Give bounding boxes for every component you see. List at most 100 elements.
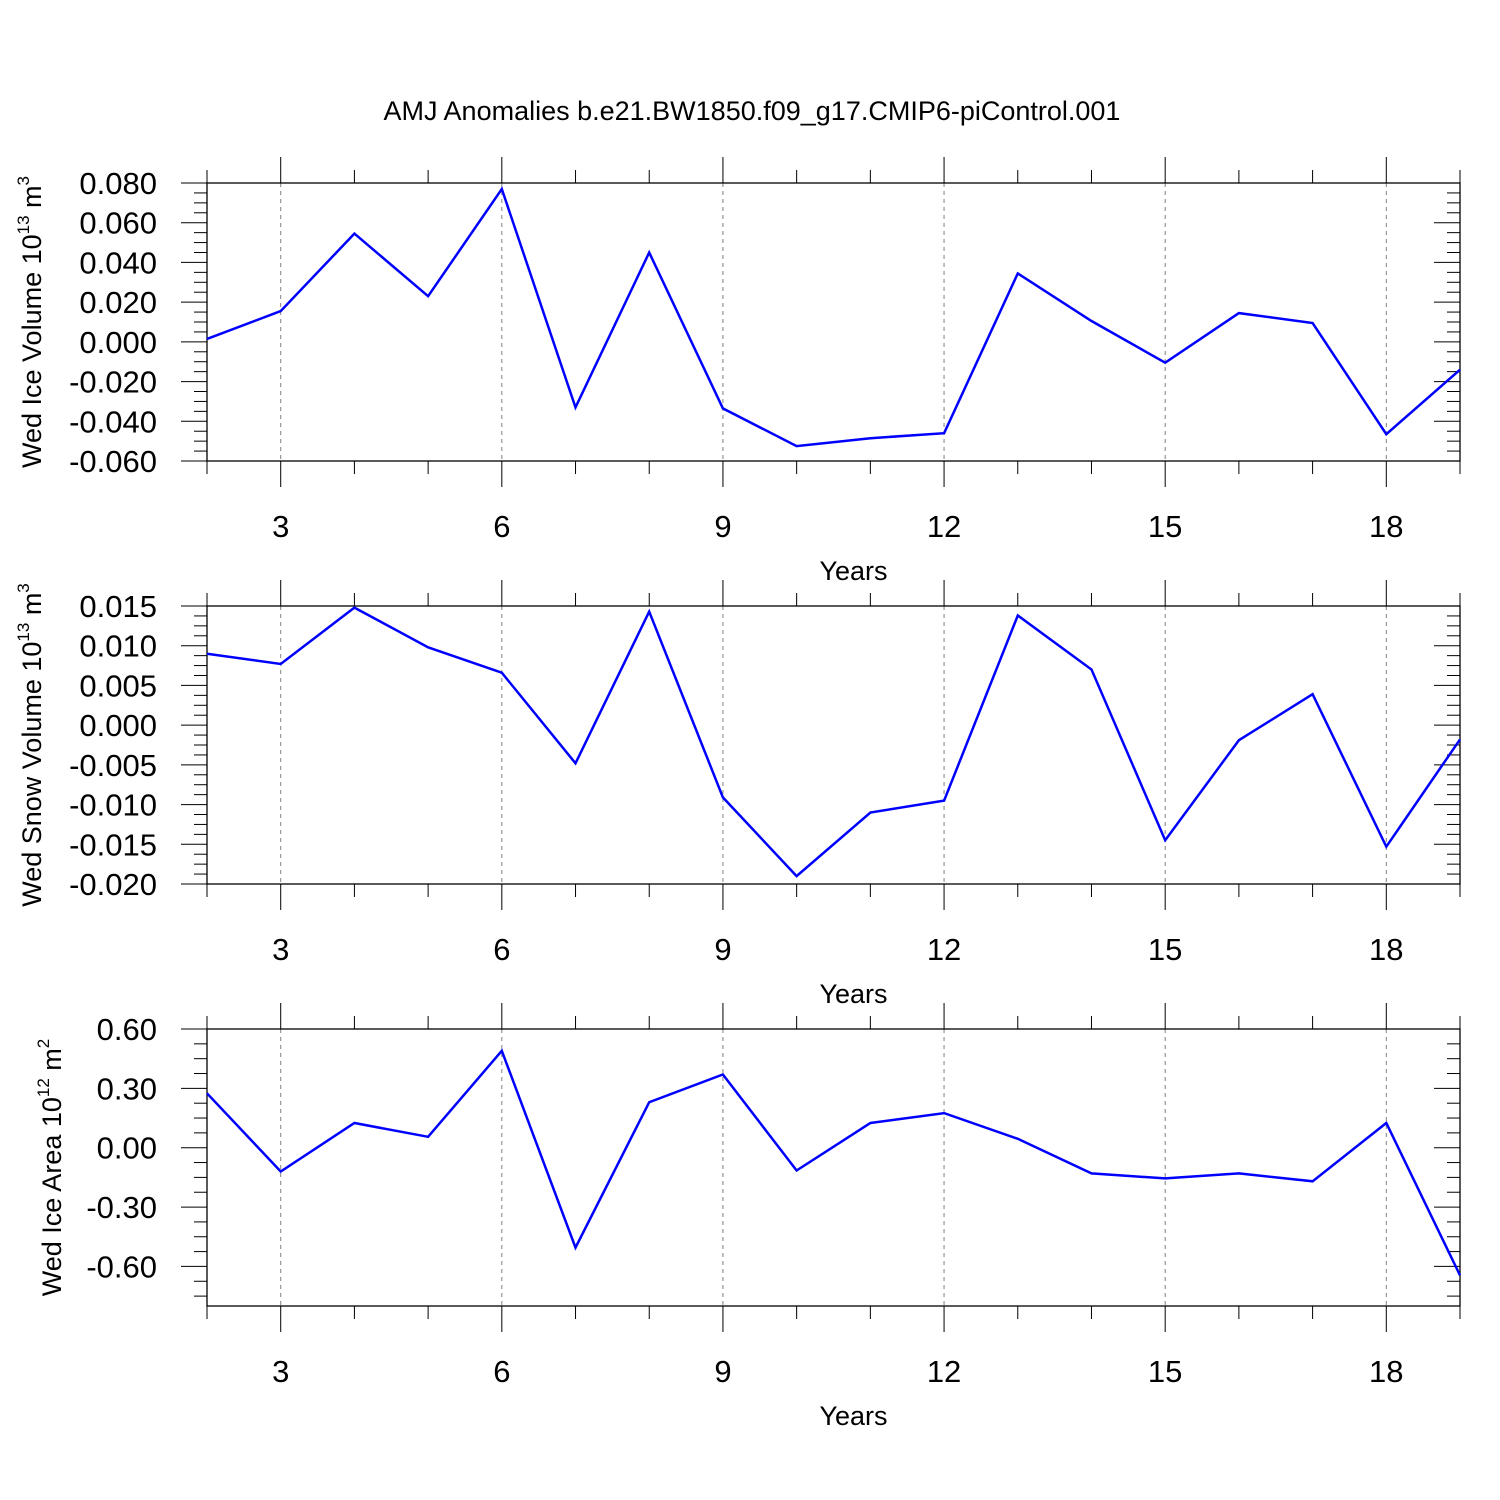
y-axis-label-superscript: 3 (14, 176, 33, 185)
y-tick-label: -0.060 (69, 444, 157, 479)
panel-1: -0.060 -0.040 -0.020 0.000 0.020 0.040 0.060 0.… (14, 157, 1462, 586)
panel-3: -0.60 -0.30 0.00 0.30 0.60 3 6 9 12 15 18 Years Wed … (34, 1003, 1462, 1431)
x-tick-label: 12 (927, 1354, 961, 1389)
data-point (942, 431, 946, 435)
data-point (279, 309, 283, 313)
y-axis-label-text: m (37, 1048, 67, 1078)
y-tick-label: 0.020 (79, 285, 157, 320)
data-point (795, 444, 799, 448)
data-point (721, 406, 725, 410)
data-point (1458, 737, 1462, 741)
data-point (574, 1246, 578, 1250)
x-tick-label: 6 (493, 932, 510, 967)
x-tick-label: 6 (493, 1354, 510, 1389)
chart-title: AMJ Anomalies b.e21.BW1850.f09_g17.CMIP6… (384, 96, 1121, 126)
y-tick-label: 0.060 (79, 206, 157, 241)
y-tick-label: -0.30 (86, 1190, 157, 1225)
data-point (868, 436, 872, 440)
x-tick-label: 12 (927, 932, 961, 967)
data-point (1163, 361, 1167, 365)
data-point (352, 1121, 356, 1125)
y-axis-label-superscript: 13 (14, 215, 33, 234)
data-point (1089, 668, 1093, 672)
y-tick-label: 0.000 (79, 325, 157, 360)
data-point (1089, 1171, 1093, 1175)
data-point (426, 645, 430, 649)
data-point (647, 251, 651, 255)
y-axis-label-superscript: 3 (14, 583, 33, 592)
y-tick-label: 0.080 (79, 166, 157, 201)
data-point (352, 232, 356, 236)
data-point (352, 606, 356, 610)
x-tick-label: 18 (1369, 932, 1403, 967)
plot-frame (206, 1028, 1461, 1307)
data-point (426, 1135, 430, 1139)
data-point (1311, 692, 1315, 696)
y-axis-label-superscript: 2 (34, 1039, 53, 1048)
y-axis-label-text: Wed Ice Area 10 (37, 1097, 67, 1296)
y-axis-label-superscript: 13 (14, 623, 33, 642)
panel-2: -0.020 -0.015 -0.010 -0.005 0.000 0.005 0.010 0… (14, 580, 1462, 1009)
data-point (279, 1169, 283, 1173)
data-point (1458, 368, 1462, 372)
data-point (1016, 1137, 1020, 1141)
data-point (500, 671, 504, 675)
x-tick-label: 12 (927, 509, 961, 544)
data-point (500, 187, 504, 191)
data-point (868, 811, 872, 815)
data-point (1089, 319, 1093, 323)
data-point (205, 1091, 209, 1095)
y-tick-label: 0.005 (79, 668, 157, 703)
data-point (1016, 271, 1020, 275)
data-point (795, 1168, 799, 1172)
y-tick-label: 0.30 (97, 1071, 157, 1106)
data-point (868, 1121, 872, 1125)
y-tick-label: -0.015 (69, 827, 157, 862)
data-point (574, 761, 578, 765)
x-axis-label: Years (819, 1401, 887, 1431)
data-point (1384, 432, 1388, 436)
data-point (1384, 845, 1388, 849)
y-axis-label-text: m (17, 185, 47, 215)
data-point (1237, 311, 1241, 315)
y-tick-label: 0.00 (97, 1131, 157, 1166)
series-line (206, 606, 1462, 878)
y-axis-label-text: m (17, 593, 47, 623)
x-tick-label: 18 (1369, 1354, 1403, 1389)
x-tick-label: 6 (493, 509, 510, 544)
x-tick-label: 3 (272, 932, 289, 967)
y-tick-label: -0.010 (69, 788, 157, 823)
x-tick-label: 15 (1148, 509, 1182, 544)
data-point (1458, 1273, 1462, 1277)
x-tick-label: 9 (714, 1354, 731, 1389)
data-point (1237, 1171, 1241, 1175)
y-tick-label: 0.015 (79, 589, 157, 624)
data-point (205, 652, 209, 656)
data-point (1311, 321, 1315, 325)
panels: -0.060 -0.040 -0.020 0.000 0.020 0.040 0.060 0.… (14, 157, 1462, 1431)
y-tick-label: -0.020 (69, 365, 157, 400)
y-tick-label: 0.040 (79, 245, 157, 280)
data-point (1237, 738, 1241, 742)
data-point (1016, 614, 1020, 618)
y-axis-label-text: Wed Snow Volume 10 (17, 642, 47, 907)
data-point (1163, 1176, 1167, 1180)
data-point (279, 662, 283, 666)
x-axis-label: Years (819, 556, 887, 586)
x-axis-label: Years (819, 979, 887, 1009)
y-tick-label: -0.60 (86, 1249, 157, 1284)
data-point (1311, 1179, 1315, 1183)
x-tick-label: 15 (1148, 932, 1182, 967)
y-tick-label: 0.000 (79, 708, 157, 743)
data-point (942, 1111, 946, 1115)
y-tick-label: 0.60 (97, 1012, 157, 1047)
data-point (647, 610, 651, 614)
y-axis-label-superscript: 12 (34, 1078, 53, 1097)
x-tick-label: 9 (714, 932, 731, 967)
y-tick-label: 0.010 (79, 629, 157, 664)
series-line (206, 186, 1461, 448)
y-axis-label: Wed Snow Volume 1013 m3 (14, 583, 47, 907)
y-axis-label: Wed Ice Area 1012 m2 (34, 1039, 67, 1297)
